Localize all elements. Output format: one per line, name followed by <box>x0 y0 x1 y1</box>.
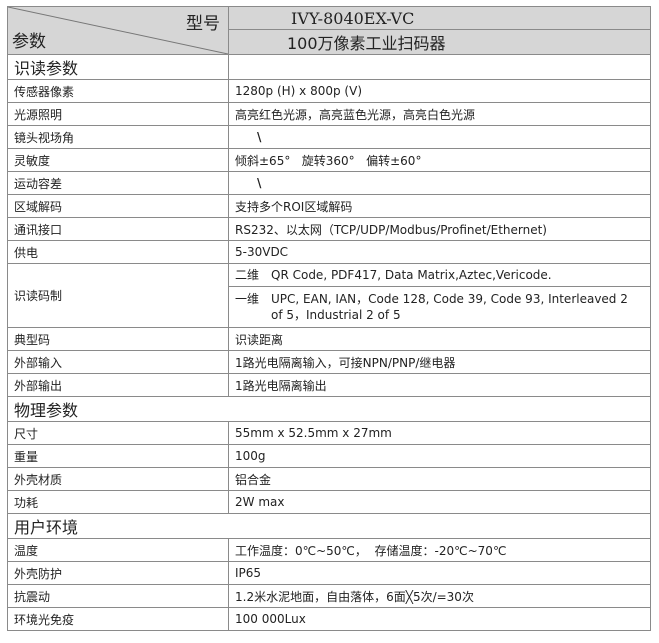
spec-value: RS232、以太网（TCP/UDP/Modbus/Profinet/Ethern… <box>228 217 651 241</box>
spec-value: 1280p (H) x 800p (V) <box>228 79 651 103</box>
spec-value: 1路光电隔离输出 <box>228 373 651 397</box>
spec-value: \ <box>228 171 651 195</box>
spec-value: 高亮红色光源，高亮蓝色光源，高亮白色光源 <box>228 102 651 126</box>
spec-value: 2W max <box>228 490 651 514</box>
spec-label: 传感器像素 <box>7 79 229 103</box>
section-title: 识读参数 <box>7 54 229 80</box>
model-number: IVY-8040EX-VC <box>228 6 651 30</box>
code-2d-value: QR Code, PDF417, Data Matrix,Aztec,Veric… <box>271 268 552 282</box>
spec-label: 环境光免疫 <box>7 607 229 631</box>
spec-label: 识读码制 <box>7 263 229 328</box>
spec-table: 型号 参数 IVY-8040EX-VC 100万像素工业扫码器 识读参数 传感器… <box>7 6 651 631</box>
model-label: 型号 <box>186 14 220 34</box>
diagonal-divider <box>8 7 228 54</box>
spec-value: 100g <box>228 444 651 468</box>
spec-label: 外部输入 <box>7 350 229 374</box>
spec-label: 通讯接口 <box>7 217 229 241</box>
spec-label: 外壳防护 <box>7 561 229 585</box>
spec-label: 外部输出 <box>7 373 229 397</box>
code-1d: 一维 UPC, EAN, IAN，Code 128, Code 39, Code … <box>228 286 651 328</box>
code-1d-value: UPC, EAN, IAN，Code 128, Code 39, Code 93… <box>271 292 628 322</box>
spec-label: 抗震动 <box>7 584 229 608</box>
header-corner-cell: 型号 参数 <box>7 6 229 55</box>
code-2d: 二维 QR Code, PDF417, Data Matrix,Aztec,Ver… <box>228 263 651 287</box>
spec-label: 外壳材质 <box>7 467 229 491</box>
spec-value: 铝合金 <box>228 467 651 491</box>
spec-value: 工作温度：0℃~50℃， 存储温度：-20℃~70℃ <box>228 538 651 562</box>
product-title: 100万像素工业扫码器 <box>228 29 651 55</box>
spec-label: 功耗 <box>7 490 229 514</box>
spec-value: 5-30VDC <box>228 240 651 264</box>
spec-label: 区域解码 <box>7 194 229 218</box>
section-title: 物理参数 <box>7 396 651 422</box>
section-title: 用户环境 <box>7 513 651 539</box>
spec-value: 倾斜±65° 旋转360° 偏转±60° <box>228 148 651 172</box>
spec-label: 灵敏度 <box>7 148 229 172</box>
spec-value: IP65 <box>228 561 651 585</box>
spec-value: 1.2米水泥地面，自由落体，6面╳5次/=30次 <box>228 584 651 608</box>
spec-value: 55mm x 52.5mm x 27mm <box>228 421 651 445</box>
spec-label: 尺寸 <box>7 421 229 445</box>
param-label: 参数 <box>12 32 46 52</box>
code-2d-label: 二维 <box>235 268 260 282</box>
spec-label: 典型码 <box>7 327 229 351</box>
spec-label: 重量 <box>7 444 229 468</box>
spec-label: 镜头视场角 <box>7 125 229 149</box>
spec-value: 识读距离 <box>228 327 651 351</box>
spec-value: 100 000Lux <box>228 607 651 631</box>
spec-label: 光源照明 <box>7 102 229 126</box>
spec-label: 供电 <box>7 240 229 264</box>
spec-value: 1路光电隔离输入，可接NPN/PNP/继电器 <box>228 350 651 374</box>
spec-value: \ <box>228 125 651 149</box>
spec-label: 温度 <box>7 538 229 562</box>
spec-value: 支持多个ROI区域解码 <box>228 194 651 218</box>
code-1d-label: 一维 <box>235 292 260 306</box>
spec-label: 运动容差 <box>7 171 229 195</box>
